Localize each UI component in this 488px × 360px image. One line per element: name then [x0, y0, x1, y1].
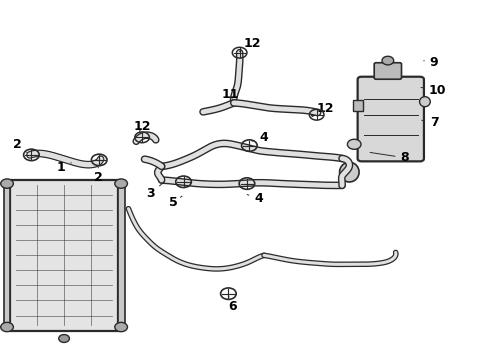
Text: 2: 2	[13, 138, 27, 152]
FancyBboxPatch shape	[10, 180, 118, 330]
Circle shape	[115, 322, 127, 332]
Circle shape	[381, 56, 393, 65]
FancyBboxPatch shape	[373, 63, 401, 79]
Circle shape	[0, 179, 13, 188]
Ellipse shape	[419, 96, 429, 107]
Circle shape	[59, 334, 69, 342]
Text: 9: 9	[423, 56, 438, 69]
FancyBboxPatch shape	[352, 100, 362, 111]
FancyBboxPatch shape	[118, 186, 124, 324]
Text: 4: 4	[251, 131, 267, 144]
Text: 11: 11	[221, 88, 238, 101]
Text: 12: 12	[239, 36, 261, 51]
Circle shape	[346, 139, 360, 149]
Text: 4: 4	[246, 192, 263, 205]
Ellipse shape	[339, 162, 358, 182]
Text: 6: 6	[228, 296, 237, 313]
FancyBboxPatch shape	[357, 77, 423, 161]
Text: 2: 2	[94, 167, 103, 184]
FancyBboxPatch shape	[3, 186, 10, 324]
Text: 8: 8	[369, 151, 408, 164]
Text: 7: 7	[421, 116, 438, 129]
Circle shape	[0, 322, 13, 332]
Text: 5: 5	[168, 196, 182, 209]
Text: 12: 12	[311, 102, 333, 117]
Text: 12: 12	[133, 120, 150, 133]
Text: 10: 10	[420, 84, 446, 97]
Text: 3: 3	[146, 182, 164, 200]
Circle shape	[115, 179, 127, 188]
Text: 1: 1	[57, 161, 71, 174]
